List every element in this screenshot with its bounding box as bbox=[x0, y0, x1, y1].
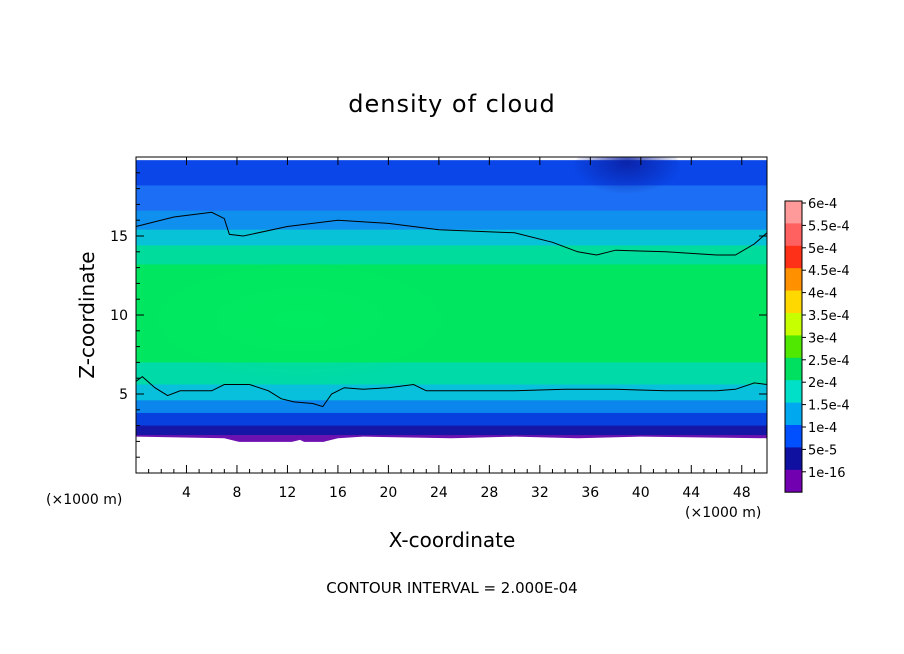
x-tick-label: 44 bbox=[682, 485, 700, 501]
colorbar-swatch bbox=[785, 335, 802, 359]
density-band-9 bbox=[136, 412, 767, 427]
contour-lines bbox=[136, 211, 767, 408]
colorbar-label: 4e-4 bbox=[808, 287, 837, 302]
colorbar-label: 5e-5 bbox=[808, 443, 837, 458]
colorbar-swatch bbox=[785, 380, 802, 403]
y-tick-label: 15 bbox=[110, 229, 128, 245]
density-band-7 bbox=[136, 384, 767, 401]
colorbar-swatch bbox=[785, 402, 802, 426]
x-tick-label: 28 bbox=[480, 485, 498, 501]
contour-line-0 bbox=[136, 211, 767, 256]
colorbar-swatch bbox=[785, 357, 802, 381]
colorbar-label: 1e-4 bbox=[808, 421, 837, 436]
colorbar-label: 5e-4 bbox=[808, 242, 837, 257]
colorbar: 6e-4 5.5e-4 5e-4 4.5e-4 4e-4 3.5e-4 3e-4 2.5e-4… bbox=[784, 197, 850, 493]
colorbar-swatch bbox=[785, 447, 802, 471]
mid-green-core bbox=[140, 260, 460, 380]
density-band-4 bbox=[136, 245, 767, 265]
terrain-mask bbox=[136, 436, 767, 473]
x-tick-label: 12 bbox=[279, 485, 297, 501]
colorbar-swatch bbox=[785, 469, 802, 493]
upper-dark-core bbox=[572, 157, 682, 204]
x-axis-title: X-coordinate bbox=[389, 528, 516, 552]
colorbar-label: 6e-4 bbox=[808, 197, 837, 212]
colorbar-swatch bbox=[785, 201, 802, 224]
contour-line-1 bbox=[136, 375, 767, 408]
colorbar-label: 5.5e-4 bbox=[808, 219, 850, 234]
chart-title: density of cloud bbox=[348, 90, 555, 118]
x-unit-label: (×1000 m) bbox=[685, 505, 761, 521]
colorbar-label: 1e-16 bbox=[808, 466, 846, 481]
density-band-10 bbox=[136, 425, 767, 436]
density-band-2 bbox=[136, 210, 767, 231]
x-tick-label: 32 bbox=[531, 485, 549, 501]
x-axis-ticks: 4 8 12 16 20 24 28 32 36 40 44 48 bbox=[148, 157, 755, 501]
y-axis-ticks: 5 10 15 bbox=[110, 172, 767, 458]
density-band-8 bbox=[136, 400, 767, 414]
colorbar-swatch bbox=[785, 223, 802, 247]
y-unit-label: (×1000 m) bbox=[46, 492, 122, 508]
x-tick-label: 24 bbox=[430, 485, 448, 501]
colorbar-swatch bbox=[785, 425, 802, 448]
colorbar-swatch bbox=[785, 245, 802, 269]
x-tick-label: 40 bbox=[632, 485, 650, 501]
colorbar-label: 2e-4 bbox=[808, 376, 837, 391]
colorbar-swatch bbox=[785, 268, 802, 291]
colorbar-label: 1.5e-4 bbox=[808, 399, 850, 414]
x-tick-label: 8 bbox=[232, 485, 241, 501]
y-tick-label: 10 bbox=[110, 308, 128, 324]
x-tick-label: 4 bbox=[182, 485, 191, 501]
colorbar-swatch bbox=[785, 290, 802, 314]
y-axis-title: Z-coordinate bbox=[75, 251, 99, 378]
plot-area bbox=[136, 157, 767, 473]
colorbar-label: 4.5e-4 bbox=[808, 264, 850, 279]
colorbar-label: 2.5e-4 bbox=[808, 354, 850, 369]
colorbar-frame bbox=[784, 200, 803, 493]
colorbar-label: 3e-4 bbox=[808, 331, 837, 346]
x-tick-label: 48 bbox=[733, 485, 751, 501]
y-tick-label: 5 bbox=[119, 387, 128, 403]
ground-mask bbox=[136, 436, 767, 473]
x-tick-label: 16 bbox=[329, 485, 347, 501]
x-tick-label: 20 bbox=[379, 485, 397, 501]
x-tick-label: 36 bbox=[581, 485, 599, 501]
colorbar-label: 3.5e-4 bbox=[808, 309, 850, 324]
density-band-3 bbox=[136, 229, 767, 246]
colorbar-swatch bbox=[785, 313, 802, 336]
contour-interval-note: CONTOUR INTERVAL = 2.000E-04 bbox=[326, 579, 577, 597]
